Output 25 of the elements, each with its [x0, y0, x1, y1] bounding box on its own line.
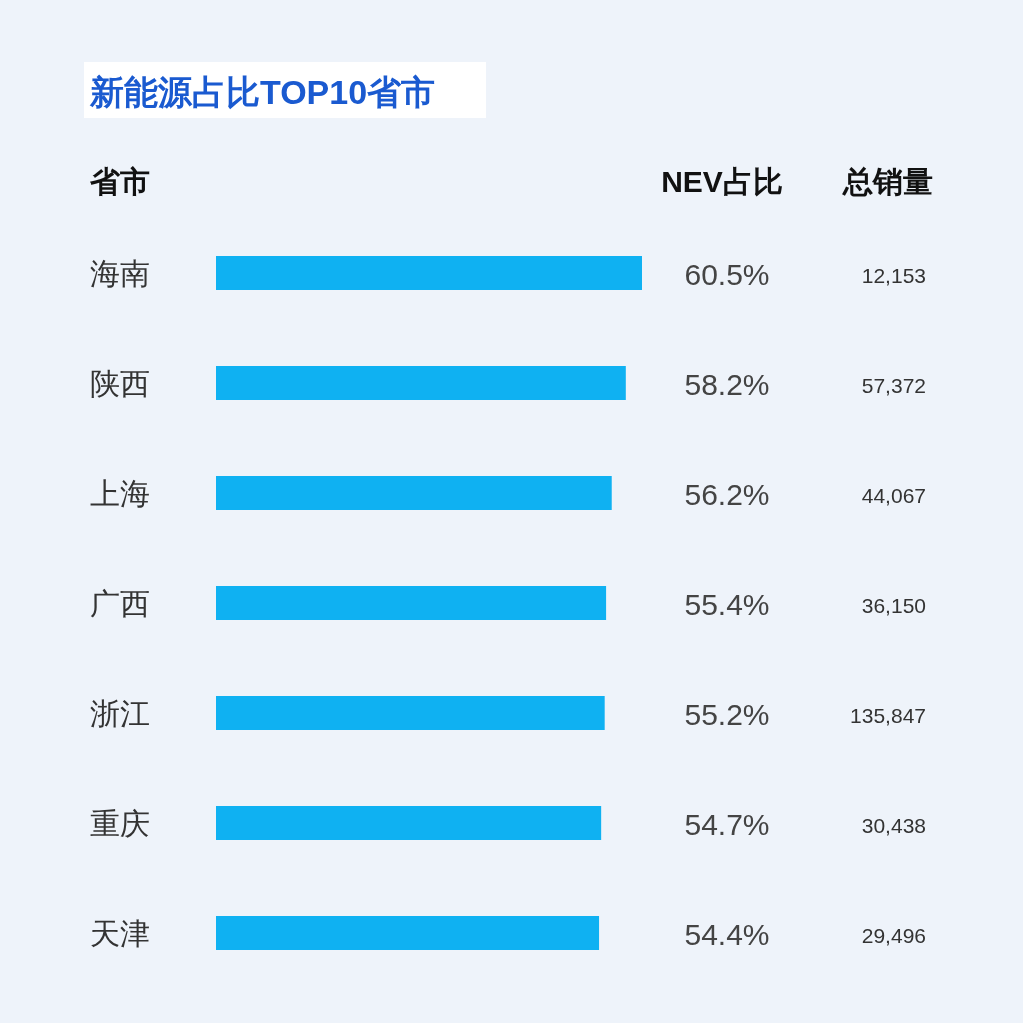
text: 30,438	[861, 814, 926, 837]
chart-title: 新能源占比TOP10省市	[89, 73, 436, 111]
y-tick-label: 上海	[90, 477, 150, 510]
y-tick-label: 海南	[90, 257, 150, 290]
data-label: 54.4%	[684, 918, 770, 951]
data-label: 55.4%	[684, 588, 770, 621]
y-tick-label: 浙江	[90, 697, 150, 730]
data-label: 54.7%	[684, 808, 770, 841]
text: 29,496	[861, 924, 926, 947]
y-tick-label: 天津	[90, 917, 150, 950]
y-tick-label: 广西	[90, 587, 150, 620]
text: 12,153	[861, 264, 926, 287]
data-label: 60.5%	[684, 258, 770, 291]
text: 44,067	[861, 484, 926, 507]
data-label: 55.2%	[684, 698, 770, 731]
text: 总销量	[842, 165, 933, 198]
x-axis-title: NEV占比	[661, 165, 783, 198]
text: 57,372	[861, 374, 926, 397]
y-axis-title: 省市	[89, 165, 150, 198]
text: 135,847	[850, 704, 926, 727]
y-tick-label: 陕西	[90, 367, 150, 400]
y-tick-label: 重庆	[90, 807, 150, 840]
data-label: 56.2%	[684, 478, 770, 511]
data-label: 58.2%	[684, 368, 770, 401]
text: 36,150	[861, 594, 926, 617]
